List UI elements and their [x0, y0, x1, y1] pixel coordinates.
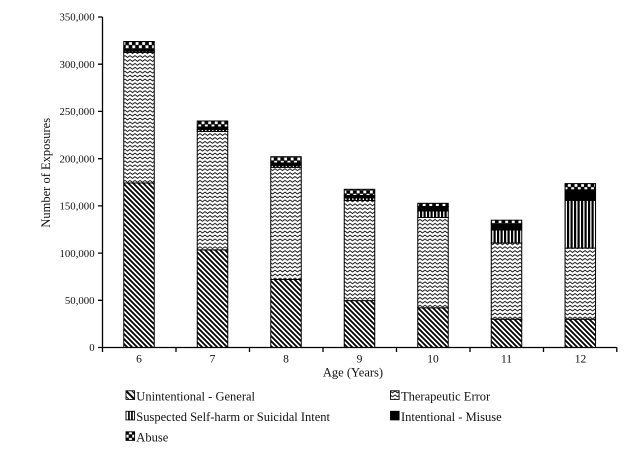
svg-text:150,000: 150,000 [60, 201, 95, 213]
svg-text:250,000: 250,000 [60, 106, 95, 118]
svg-text:9: 9 [357, 354, 363, 366]
svg-text:300,000: 300,000 [60, 59, 95, 71]
svg-text:0: 0 [89, 342, 94, 354]
svg-text:Suspected Self-harm or Suicida: Suspected Self-harm or Suicidal Intent [136, 410, 330, 424]
svg-text:Age (Years): Age (Years) [323, 365, 383, 379]
svg-text:Abuse: Abuse [136, 431, 168, 445]
svg-text:Number of Exposures: Number of Exposures [39, 118, 53, 228]
svg-text:50,000: 50,000 [65, 295, 95, 307]
svg-text:Unintentional - General: Unintentional - General [136, 390, 255, 404]
svg-text:200,000: 200,000 [60, 153, 95, 165]
svg-text:8: 8 [283, 354, 289, 366]
svg-text:12: 12 [575, 354, 587, 366]
svg-text:Therapeutic Error: Therapeutic Error [401, 390, 491, 404]
svg-text:100,000: 100,000 [60, 248, 95, 260]
svg-text:7: 7 [210, 354, 216, 366]
svg-text:Intentional - Misuse: Intentional - Misuse [401, 410, 502, 424]
svg-text:6: 6 [136, 354, 142, 366]
svg-text:10: 10 [427, 354, 439, 366]
svg-text:11: 11 [501, 354, 512, 366]
svg-text:350,000: 350,000 [60, 12, 95, 24]
